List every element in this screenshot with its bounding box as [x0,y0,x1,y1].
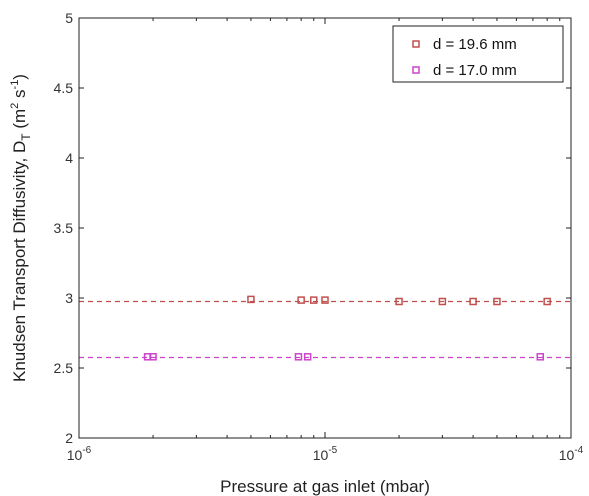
x-axis-title: Pressure at gas inlet (mbar) [220,477,430,496]
fit-lines [79,300,571,359]
data-markers [143,295,551,361]
y-axis-title-unit-sup1: 2 [9,103,21,109]
data-point-series-1 [395,297,403,306]
y-axis-title-unit-sup2: -1 [9,80,21,90]
legend-box [392,25,564,83]
y-tick-label: 3.5 [54,220,74,236]
y-axis-title-unit-mid: s [10,89,29,102]
data-point-series-1 [297,296,305,304]
legend-marker-series-2 [412,66,420,74]
y-axis-title-main: Knudsen Transport Diffusivity, D [10,141,29,382]
x-tick-label: 10-4 [559,445,584,463]
data-point-series-2 [149,353,157,361]
data-point-series-1 [309,296,318,304]
data-point-series-1 [543,297,551,306]
data-point-series-1 [469,297,477,306]
data-point-series-1 [438,297,447,306]
y-tick-label: 2 [65,430,73,446]
x-tick-label-base: 10 [559,447,575,463]
x-tick-label-base: 10 [313,447,329,463]
x-tick-label: 10-5 [313,445,338,463]
data-point-series-2 [294,353,303,361]
y-axis-title-unit-close: ) [10,74,29,80]
y-tick-label: 5 [65,10,73,26]
y-tick-label: 3 [65,290,73,306]
y-axis-title-subscript: T [19,133,33,141]
x-axis-ticks: 10-6 10-5 10-4 [67,18,584,463]
x-tick-label: 10-6 [67,445,92,463]
legend-label-series-1: d = 19.6 mm [433,36,517,53]
y-axis-title-unit-open: (m [10,109,29,134]
y-tick-label: 2.5 [54,360,74,376]
y-tick-label: 4.5 [54,80,74,96]
data-point-series-2 [536,353,545,361]
legend-label-series-2: d = 17.0 mm [433,62,517,79]
x-tick-label-exponent: -5 [328,445,337,456]
data-point-series-1 [493,297,501,306]
data-point-series-1 [247,295,255,304]
y-axis-title: Knudsen Transport Diffusivity, DT (m2 s-… [9,74,33,382]
x-tick-label-base: 10 [67,447,83,463]
x-tick-label-exponent: -4 [574,445,583,456]
x-tick-label-exponent: -6 [82,445,91,456]
data-point-series-1 [321,296,329,304]
legend: d = 19.6 mm d = 17.0 mm [392,25,564,83]
legend-marker-series-1 [412,40,420,48]
data-point-series-2 [303,353,312,361]
y-tick-label: 4 [65,150,73,166]
y-axis-ticks: 2 2.5 3 3.5 4 4.5 5 [54,10,571,446]
